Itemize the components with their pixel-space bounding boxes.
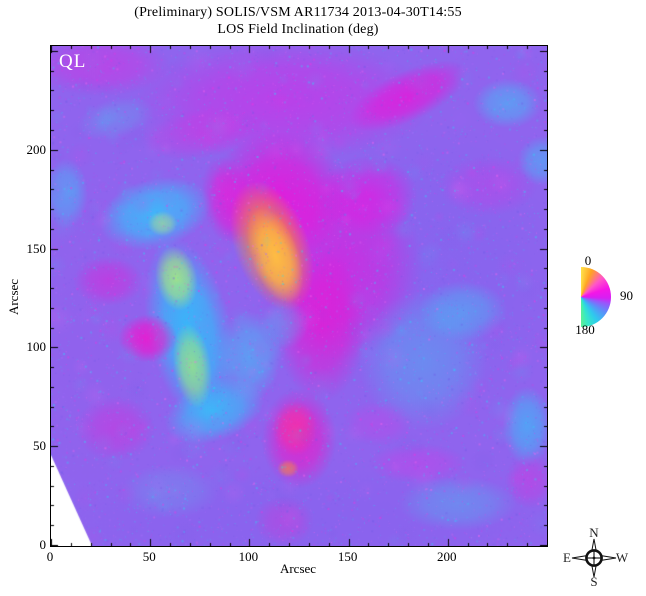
x-tick-label: 50 <box>142 549 156 564</box>
x-axis-label: Arcsec <box>279 561 317 576</box>
y-tick-label: 50 <box>33 438 46 454</box>
inclination-color-wheel-legend <box>581 267 611 327</box>
y-tick-label: 150 <box>26 240 47 256</box>
y-tick-label: 0 <box>39 537 47 552</box>
x-tick-label: 0 <box>46 549 54 564</box>
compass-rose: N S E W <box>563 525 629 589</box>
compass-center-dot <box>592 556 596 560</box>
colorbar-label-90: 90 <box>620 288 633 303</box>
y-tick-label: 200 <box>26 141 47 157</box>
figure-title: (Preliminary) SOLIS/VSM AR11734 2013-04-… <box>40 4 556 38</box>
y-tick-label: 100 <box>26 339 47 355</box>
plot-area: QL <box>50 45 548 547</box>
colorbar-label-180: 180 <box>575 322 595 337</box>
x-tick-label: 150 <box>337 549 358 564</box>
inclination-field-image <box>51 46 547 546</box>
quality-flag-label: QL <box>59 51 87 72</box>
x-tick-label: 100 <box>238 549 259 564</box>
compass-north-label: N <box>589 525 599 540</box>
title-line-1: (Preliminary) SOLIS/VSM AR11734 2013-04-… <box>134 5 462 20</box>
y-axis-label: Arcsec <box>6 278 21 316</box>
compass-west-label: W <box>616 550 629 565</box>
x-tick-label: 200 <box>437 549 457 564</box>
colorbar-label-0: 0 <box>584 253 592 268</box>
compass-east-label: E <box>563 550 571 565</box>
compass-south-label: S <box>590 574 597 589</box>
title-line-2: LOS Field Inclination (deg) <box>217 22 379 37</box>
